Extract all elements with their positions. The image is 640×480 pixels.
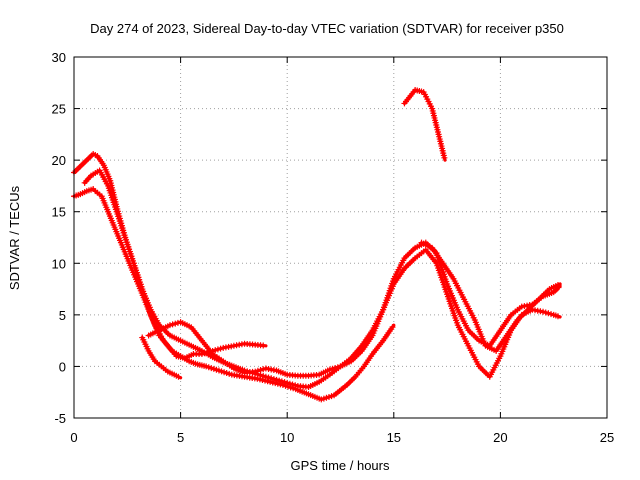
- plot-frame: [73, 56, 608, 419]
- y-axis-title: SDTVAR / TECUs: [7, 185, 22, 290]
- data-point: [252, 368, 259, 375]
- y-tick-label: 10: [52, 256, 66, 271]
- data-point: [262, 373, 269, 380]
- data-point: [260, 372, 267, 379]
- y-tick-label: 30: [52, 50, 66, 65]
- data-point: [260, 366, 267, 373]
- x-axis-title: GPS time / hours: [291, 458, 390, 473]
- series-layer: [71, 87, 562, 403]
- x-tick-label: 0: [70, 430, 77, 445]
- data-point: [284, 379, 291, 386]
- x-tick-label: 5: [177, 430, 184, 445]
- axis-ticks: 0 5 10 15 20 25 -5 0 5 10 15 20 25 30: [52, 50, 615, 445]
- data-point: [278, 378, 285, 385]
- data-point: [326, 366, 333, 373]
- data-series-track-5: [145, 239, 562, 379]
- data-point: [172, 320, 179, 327]
- data-point: [545, 310, 552, 317]
- data-point: [548, 311, 555, 318]
- data-point: [286, 380, 293, 387]
- data-point: [554, 313, 561, 320]
- data-point: [389, 324, 396, 331]
- x-tick-label: 20: [493, 430, 507, 445]
- data-point: [169, 321, 176, 328]
- x-tick-label: 10: [280, 430, 294, 445]
- chart-title: Day 274 of 2023, Sidereal Day-to-day VTE…: [90, 21, 564, 36]
- data-point: [214, 346, 221, 353]
- data-point: [270, 376, 277, 383]
- y-tick-label: 25: [52, 102, 66, 117]
- data-point: [276, 377, 283, 384]
- y-tick-label: -5: [54, 411, 66, 426]
- data-point: [217, 345, 224, 352]
- data-point: [289, 381, 296, 388]
- data-series-track-3: [81, 167, 562, 391]
- data-point: [554, 281, 561, 288]
- y-tick-label: 15: [52, 205, 66, 220]
- x-tick-label: 15: [387, 430, 401, 445]
- data-point: [212, 347, 219, 354]
- data-series-track-4: [139, 334, 183, 380]
- data-point: [542, 309, 549, 316]
- data-point: [540, 308, 547, 315]
- x-tick-label: 25: [600, 430, 614, 445]
- data-point: [265, 374, 272, 381]
- data-point: [268, 375, 275, 382]
- data-series-track-6: [401, 87, 448, 162]
- data-point: [175, 373, 182, 380]
- data-point: [334, 364, 341, 371]
- data-point: [273, 376, 280, 383]
- data-point: [260, 342, 267, 349]
- y-tick-label: 0: [59, 359, 66, 374]
- data-series-track-7: [418, 239, 562, 354]
- data-point: [257, 367, 264, 374]
- data-point: [292, 382, 299, 389]
- data-point: [254, 367, 261, 374]
- data-point: [257, 372, 264, 379]
- data-point: [329, 365, 336, 372]
- data-point: [441, 154, 448, 161]
- data-point: [332, 364, 339, 371]
- data-point: [281, 379, 288, 386]
- y-tick-label: 5: [59, 308, 66, 323]
- y-tick-label: 20: [52, 153, 66, 168]
- data-point: [166, 322, 173, 329]
